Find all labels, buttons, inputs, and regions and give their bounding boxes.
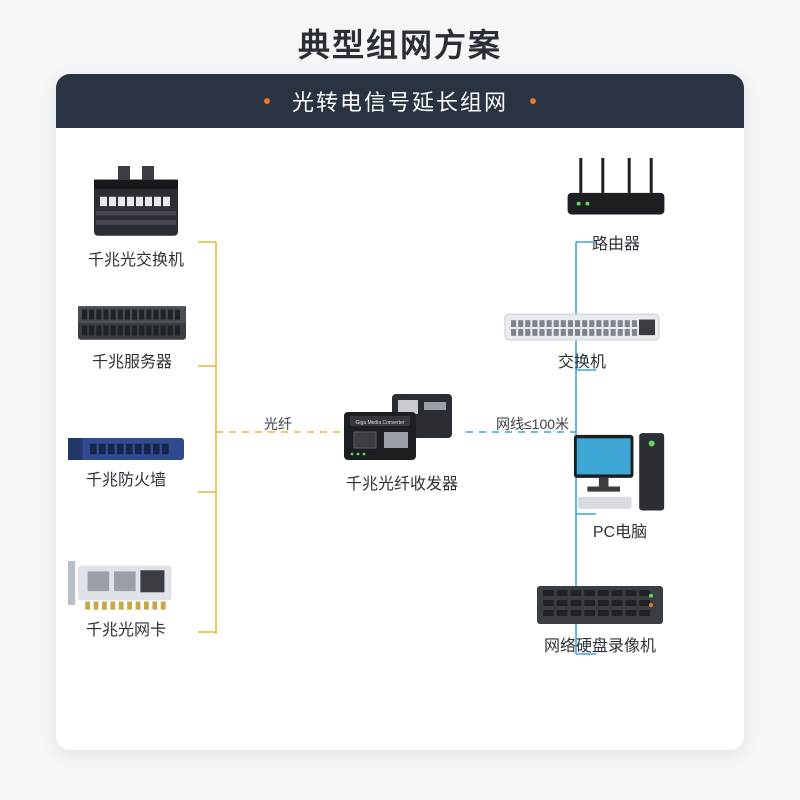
device-label: PC电脑 [593,518,647,542]
accent-dot-icon [530,98,536,104]
pc-icon [572,428,668,514]
cable-link-label: 网线≤100米 [496,414,569,434]
subtitle: 光转电信号延长组网 [292,85,508,117]
firewall-icon [66,436,186,462]
device-label: 千兆光交换机 [88,246,184,270]
subtitle-bar: 光转电信号延长组网 [56,74,744,128]
svg-text:Giga Media Converter: Giga Media Converter [356,420,405,426]
accent-dot-icon [264,98,270,104]
device-label: 交换机 [558,348,606,372]
router-icon [561,154,671,226]
server-icon [76,302,188,344]
nic-icon [66,554,186,612]
center-device: Giga Media Converter 千兆光纤收发器 [338,384,466,494]
device-label: 路由器 [592,230,640,254]
left-device-nic: 千兆光网卡 [66,554,186,640]
right-device-switch: 交换机 [503,310,661,372]
center-label: 千兆光纤收发器 [346,470,458,494]
device-label: 千兆服务器 [92,348,172,372]
diagram-card: 光转电信号延长组网 千兆光交换机 千兆服务器 [56,74,744,750]
left-device-industrial-switch: 千兆光交换机 [86,164,186,270]
nvr-icon [535,582,665,628]
left-device-firewall: 千兆防火墙 [66,436,186,490]
right-device-pc: PC电脑 [572,428,668,542]
media-converter-icon: Giga Media Converter [338,384,466,464]
right-device-router: 路由器 [561,154,671,254]
device-label: 网络硬盘录像机 [544,632,656,656]
switch-icon [503,310,661,344]
fiber-link-label: 光纤 [264,414,292,434]
main-title: 典型组网方案 [0,0,800,80]
right-device-nvr: 网络硬盘录像机 [535,582,665,656]
device-label: 千兆防火墙 [86,466,166,490]
device-label: 千兆光网卡 [86,616,166,640]
industrial-switch-icon [86,164,186,242]
left-device-server: 千兆服务器 [76,302,188,372]
